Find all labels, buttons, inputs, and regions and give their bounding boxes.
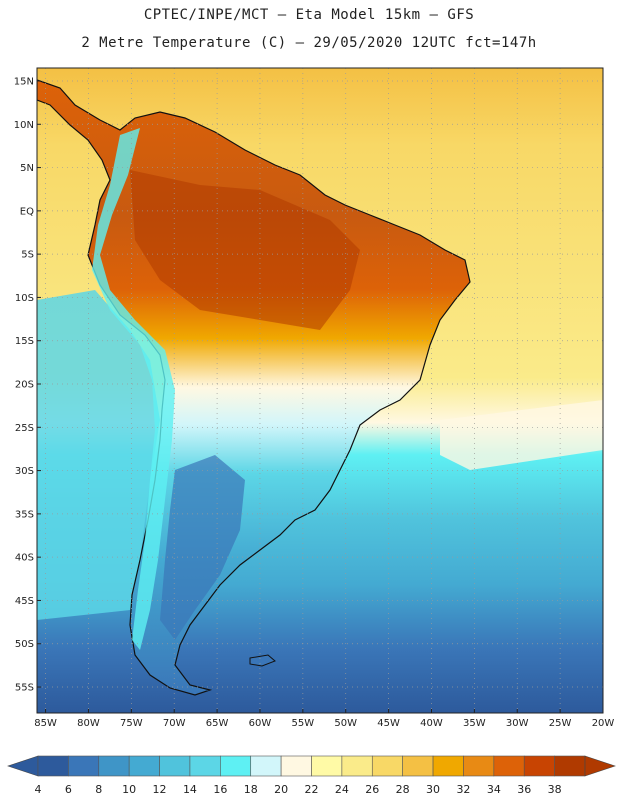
colorbar-label: 8 xyxy=(95,783,102,796)
colorbar-swatch xyxy=(98,755,130,777)
lat-tick-label: 10S xyxy=(15,293,34,304)
lat-tick-label: 35S xyxy=(15,509,34,520)
lon-tick-label: 60W xyxy=(249,718,272,729)
colorbar-label: 24 xyxy=(335,783,349,796)
colorbar-label: 32 xyxy=(456,783,470,796)
colorbar-swatch xyxy=(341,755,373,777)
lon-tick-label: 70W xyxy=(163,718,186,729)
colorbar-max-arrow xyxy=(584,755,616,777)
colorbar-swatch xyxy=(128,755,160,777)
colorbar-label: 34 xyxy=(487,783,501,796)
colorbar: 4 6 8 10 12 14 16 18 20 22 24 26 28 30 32 34 36 38 xyxy=(7,755,616,796)
map-subtitle: 2 Metre Temperature (C) – 29/05/2020 12U… xyxy=(81,35,537,51)
colorbar-label: 20 xyxy=(274,783,288,796)
map-frame xyxy=(36,67,604,714)
colorbar-label: 28 xyxy=(396,783,410,796)
lat-tick-label: 5N xyxy=(20,163,34,174)
colorbar-swatch xyxy=(159,755,191,777)
andes-cold-ridge xyxy=(92,128,175,650)
lat-tick-label: 25S xyxy=(15,423,34,434)
lat-tick-label: 20S xyxy=(15,380,34,391)
colorbar-swatch xyxy=(311,755,343,777)
colorbar-label: 12 xyxy=(153,783,167,796)
lat-tick-label: 30S xyxy=(15,466,34,477)
colorbar-swatch xyxy=(523,755,555,777)
lon-tick-label: 35W xyxy=(463,718,486,729)
lat-tick-label: 45S xyxy=(15,596,34,607)
lat-tick-label: 15N xyxy=(14,76,34,87)
colorbar-label: 18 xyxy=(244,783,258,796)
colorbar-label: 38 xyxy=(548,783,562,796)
lon-tick-label: 30W xyxy=(506,718,529,729)
patagonia-cold xyxy=(160,455,245,640)
atlantic-warm-tongue xyxy=(440,400,603,470)
map-title: CPTEC/INPE/MCT – Eta Model 15km – GFS xyxy=(143,7,475,23)
colorbar-label: 30 xyxy=(426,783,440,796)
colorbar-swatch xyxy=(463,755,495,777)
colorbar-swatch xyxy=(554,755,586,777)
colorbar-swatch xyxy=(37,755,69,777)
lon-tick-label: 50W xyxy=(334,718,357,729)
lon-tick-label: 40W xyxy=(420,718,443,729)
lat-tick-label: 15S xyxy=(15,336,34,347)
colorbar-swatch xyxy=(493,755,525,777)
colorbar-min-arrow xyxy=(7,755,39,777)
lon-tick-label: 75W xyxy=(120,718,143,729)
colorbar-label: 16 xyxy=(213,783,227,796)
lat-tick-label: 5S xyxy=(21,250,34,261)
colorbar-label: 36 xyxy=(517,783,531,796)
lat-tick-label: 50S xyxy=(15,639,34,650)
pacific-cool-band xyxy=(37,290,160,620)
lon-tick-label: 80W xyxy=(77,718,100,729)
lon-tick-label: 45W xyxy=(377,718,400,729)
lon-tick-label: 55W xyxy=(292,718,315,729)
falkland-islands xyxy=(249,654,276,667)
axis-ticks: 15N 10N 5N EQ 5S 10S 15S 20S 25S 30S 35S 40S 45S 50S 5… xyxy=(14,76,615,729)
colorbar-swatch xyxy=(68,755,100,777)
lat-tick-label: EQ xyxy=(20,206,34,217)
colorbar-label: 10 xyxy=(122,783,136,796)
colorbar-swatch xyxy=(371,755,403,777)
lat-tick-label: 10N xyxy=(14,120,34,131)
colorbar-swatch xyxy=(432,755,464,777)
colorbar-swatch xyxy=(220,755,252,777)
lat-tick-label: 55S xyxy=(15,683,34,694)
colorbar-swatch xyxy=(189,755,221,777)
colorbar-label: 4 xyxy=(35,783,42,796)
lon-tick-label: 25W xyxy=(549,718,572,729)
colorbar-label: 14 xyxy=(183,783,197,796)
colorbar-swatch xyxy=(250,755,282,777)
amazon-hot-core xyxy=(130,170,360,330)
colorbar-label: 22 xyxy=(305,783,319,796)
colorbar-label: 26 xyxy=(365,783,379,796)
lon-tick-label: 20W xyxy=(592,718,615,729)
colorbar-label: 6 xyxy=(65,783,72,796)
lat-tick-label: 40S xyxy=(15,553,34,564)
colorbar-swatch xyxy=(280,755,312,777)
lon-tick-label: 65W xyxy=(206,718,229,729)
lon-tick-label: 85W xyxy=(34,718,57,729)
colorbar-swatch xyxy=(402,755,434,777)
